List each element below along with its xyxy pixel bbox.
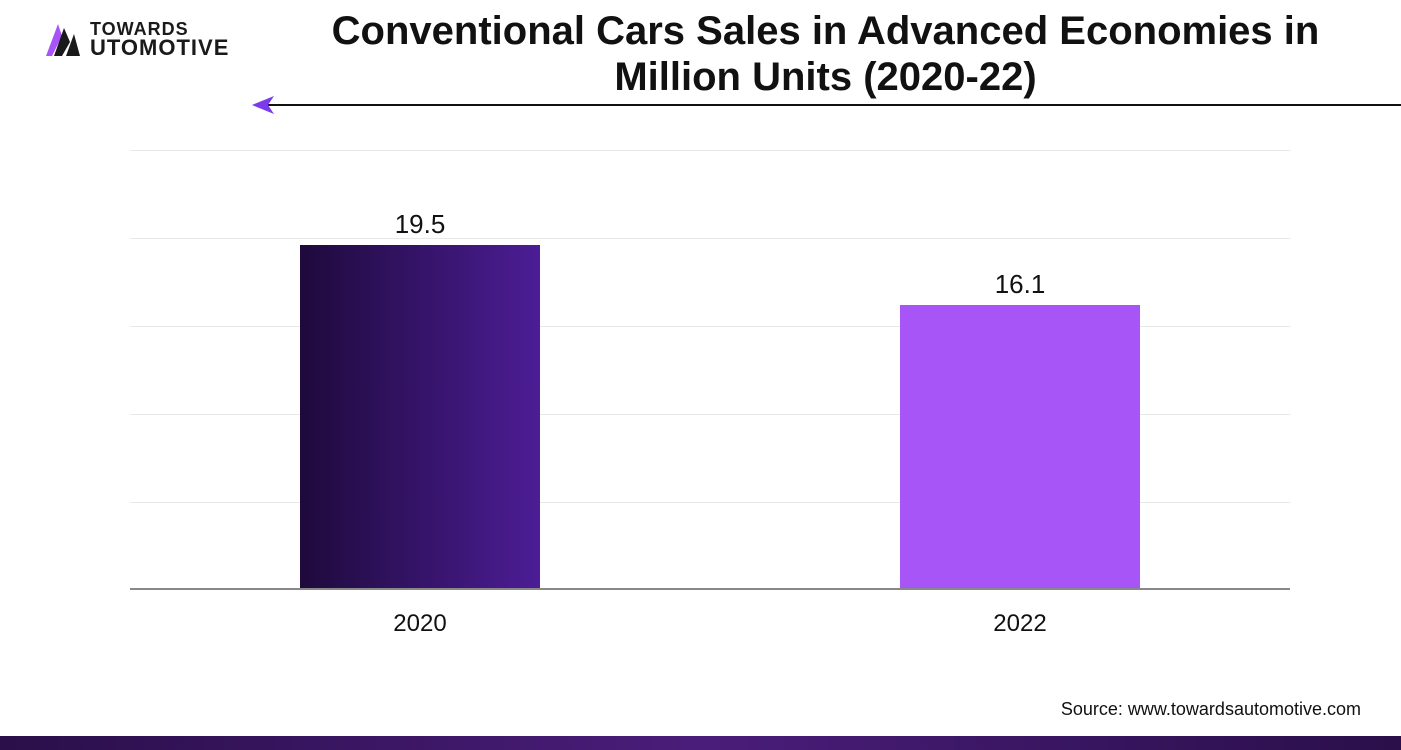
plot-area: 19.5 16.1 xyxy=(130,150,1290,590)
divider-line xyxy=(262,104,1401,106)
brand-logo: TOWARDS UTOMOTIVE xyxy=(40,18,229,62)
logo-line2: UTOMOTIVE xyxy=(90,38,229,59)
grid-line xyxy=(130,150,1290,151)
logo-mark-icon xyxy=(40,18,84,62)
x-axis-label: 2022 xyxy=(900,610,1140,638)
bar-value-label: 16.1 xyxy=(900,269,1140,300)
footer-accent-bar xyxy=(0,736,1401,750)
arrow-left-icon xyxy=(252,96,274,119)
bar-value-label: 19.5 xyxy=(300,209,540,240)
logo-text: TOWARDS UTOMOTIVE xyxy=(90,21,229,59)
x-axis-label: 2020 xyxy=(300,610,540,638)
bar-2020: 19.5 xyxy=(300,245,540,588)
bar-chart: 19.516.1 20202022 xyxy=(130,150,1290,620)
bar-2022: 16.1 xyxy=(900,305,1140,588)
source-citation: Source: www.towardsautomotive.com xyxy=(1061,699,1361,720)
chart-title-wrap: Conventional Cars Sales in Advanced Econ… xyxy=(270,8,1381,100)
chart-title: Conventional Cars Sales in Advanced Econ… xyxy=(270,8,1381,100)
